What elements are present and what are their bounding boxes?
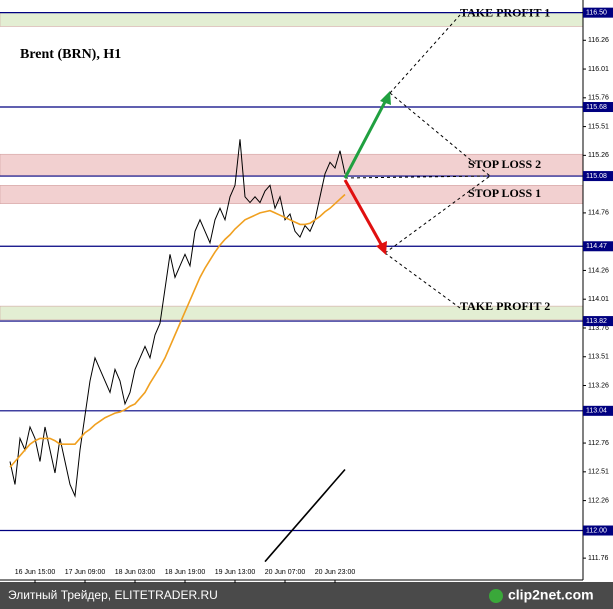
y-tick-label: 112.26 — [588, 497, 609, 504]
zone-label: TAKE PROFIT 2 — [460, 299, 550, 313]
up-arrow — [343, 99, 388, 179]
y-tick-label: 114.26 — [588, 267, 609, 274]
y-tick-label: 115.51 — [588, 123, 609, 130]
y-tick-label: 114.76 — [588, 210, 609, 217]
y-tick-label: 112.51 — [588, 469, 609, 476]
chart-title: Brent (BRN), H1 — [20, 47, 121, 62]
footer-right: clip2net.com — [508, 587, 594, 603]
x-tick-label: 17 Jun 09:00 — [65, 569, 106, 576]
level-label-box — [583, 7, 613, 18]
footer-left: Элитный Трейдер, ELITETRADER.RU — [8, 588, 218, 602]
down-arrow — [343, 179, 384, 247]
level-label: 113.82 — [586, 318, 607, 325]
y-tick-label: 114.01 — [588, 296, 609, 303]
x-tick-label: 16 Jun 15:00 — [15, 569, 56, 576]
level-label: 115.08 — [586, 173, 607, 180]
level-label: 116.50 — [586, 10, 607, 17]
level-label-box — [583, 102, 613, 113]
level-label-box — [583, 241, 613, 252]
x-tick-label: 19 Jun 13:00 — [215, 569, 256, 576]
level-label: 112.00 — [586, 527, 607, 534]
zone-label: STOP LOSS 1 — [468, 186, 541, 200]
x-tick-label: 20 Jun 07:00 — [265, 569, 306, 576]
y-tick-label: 116.01 — [588, 66, 609, 73]
series-line — [9, 193, 346, 468]
level-label-box — [583, 405, 613, 416]
zone-label: STOP LOSS 2 — [468, 157, 541, 171]
up-arrowhead — [380, 91, 391, 105]
logo-icon — [489, 589, 503, 603]
level-label: 115.68 — [586, 104, 607, 111]
footer-bar — [0, 582, 613, 609]
x-tick-label: 18 Jun 03:00 — [115, 569, 156, 576]
series-line — [9, 139, 346, 498]
y-tick-label: 113.76 — [588, 325, 609, 332]
y-tick-label: 113.51 — [588, 354, 609, 361]
level-label-box — [583, 171, 613, 182]
down-arrowhead — [376, 241, 387, 255]
y-tick-label: 116.26 — [588, 37, 609, 44]
level-label: 114.47 — [586, 243, 607, 250]
y-tick-label: 111.76 — [588, 555, 608, 562]
y-tick-label: 115.26 — [588, 152, 609, 159]
y-tick-label: 112.76 — [588, 440, 609, 447]
y-tick-label: 113.26 — [588, 382, 609, 389]
x-tick-label: 20 Jun 23:00 — [315, 569, 356, 576]
series-line — [264, 468, 346, 563]
y-tick-label: 115.76 — [588, 95, 609, 102]
level-label: 113.04 — [586, 408, 607, 415]
level-label-box — [583, 316, 613, 327]
x-tick-label: 18 Jun 19:00 — [165, 569, 206, 576]
level-label-box — [583, 525, 613, 536]
